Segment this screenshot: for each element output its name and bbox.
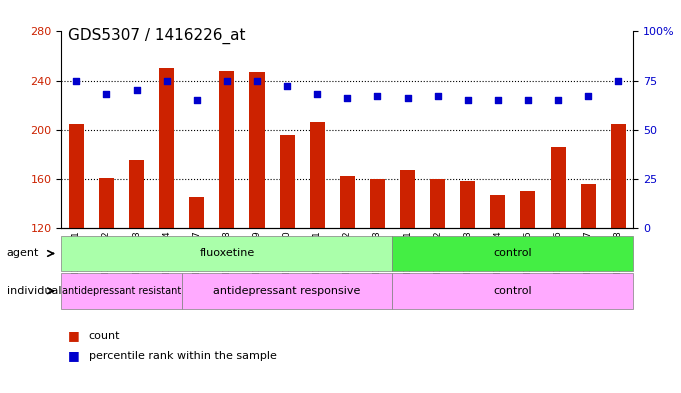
Bar: [129, 160, 144, 228]
Text: individual: individual: [7, 286, 61, 296]
Bar: [99, 178, 114, 228]
Bar: [430, 179, 445, 228]
Text: ■: ■: [68, 329, 80, 343]
Point: [522, 97, 533, 103]
Bar: [280, 134, 295, 228]
Bar: [490, 195, 505, 228]
Text: fluoxetine: fluoxetine: [200, 248, 255, 259]
Point: [221, 77, 232, 84]
Bar: [249, 72, 264, 228]
Bar: [581, 184, 596, 228]
Bar: [69, 123, 84, 228]
Point: [492, 97, 503, 103]
Text: control: control: [494, 248, 533, 259]
Bar: [520, 191, 535, 228]
Bar: [550, 147, 566, 228]
Point: [552, 97, 563, 103]
Point: [432, 93, 443, 99]
Bar: [189, 197, 204, 228]
Point: [613, 77, 624, 84]
Text: antidepressant responsive: antidepressant responsive: [213, 286, 361, 296]
Point: [101, 91, 112, 97]
Point: [161, 77, 172, 84]
Point: [372, 93, 383, 99]
Bar: [159, 68, 174, 228]
Text: agent: agent: [7, 248, 39, 259]
Bar: [400, 170, 415, 228]
Point: [462, 97, 473, 103]
Point: [282, 83, 293, 90]
Bar: [611, 123, 626, 228]
Bar: [340, 176, 355, 228]
Point: [71, 77, 82, 84]
Point: [402, 95, 413, 101]
Text: ■: ■: [68, 349, 80, 362]
Bar: [310, 122, 325, 228]
Point: [251, 77, 262, 84]
Point: [312, 91, 323, 97]
Point: [191, 97, 202, 103]
Bar: [219, 71, 234, 228]
Text: control: control: [494, 286, 533, 296]
Point: [583, 93, 594, 99]
Point: [131, 87, 142, 94]
Text: percentile rank within the sample: percentile rank within the sample: [89, 351, 276, 361]
Text: GDS5307 / 1416226_at: GDS5307 / 1416226_at: [68, 28, 246, 44]
Text: antidepressant resistant: antidepressant resistant: [62, 286, 181, 296]
Point: [342, 95, 353, 101]
Text: count: count: [89, 331, 120, 341]
Bar: [460, 181, 475, 228]
Bar: [370, 179, 385, 228]
